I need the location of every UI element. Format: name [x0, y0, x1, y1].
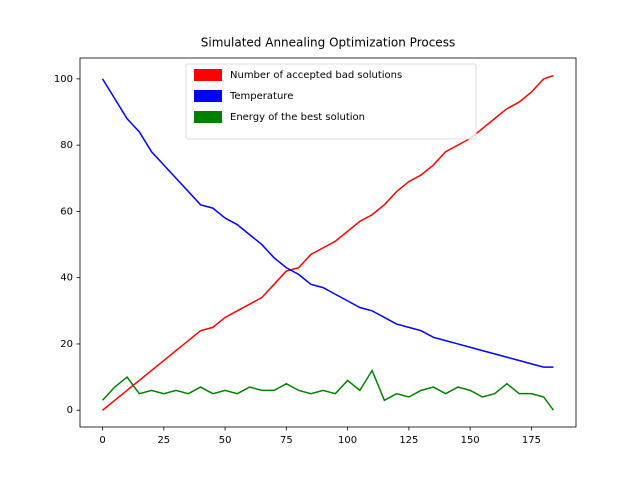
x-tick-label: 125 — [399, 435, 418, 446]
x-tick-label: 25 — [157, 435, 170, 446]
series-line — [101, 78, 554, 368]
legend-label: Energy of the best solution — [230, 112, 365, 123]
legend-swatch — [194, 111, 222, 123]
x-tick-label: 0 — [99, 435, 105, 446]
x-tick-label: 175 — [522, 435, 541, 446]
y-tick-label: 80 — [60, 140, 73, 151]
legend-label: Temperature — [229, 91, 293, 102]
legend-swatch — [194, 90, 222, 102]
legend-swatch — [194, 69, 222, 81]
series-line — [101, 368, 555, 411]
legend-box — [185, 63, 477, 140]
y-tick-label: 0 — [67, 405, 73, 416]
x-tick-label: 100 — [338, 435, 357, 446]
y-tick-label: 60 — [60, 206, 73, 217]
y-tick-label: 100 — [54, 74, 73, 85]
chart-title: Simulated Annealing Optimization Process — [201, 36, 455, 50]
x-tick-label: 150 — [461, 435, 480, 446]
y-tick-label: 20 — [60, 339, 73, 350]
y-tick-label: 40 — [60, 273, 73, 284]
x-tick-label: 75 — [280, 435, 293, 446]
legend-label: Number of accepted bad solutions — [230, 70, 402, 81]
x-tick-label: 50 — [219, 435, 232, 446]
series-line — [102, 74, 554, 411]
axes-frame — [79, 57, 577, 428]
